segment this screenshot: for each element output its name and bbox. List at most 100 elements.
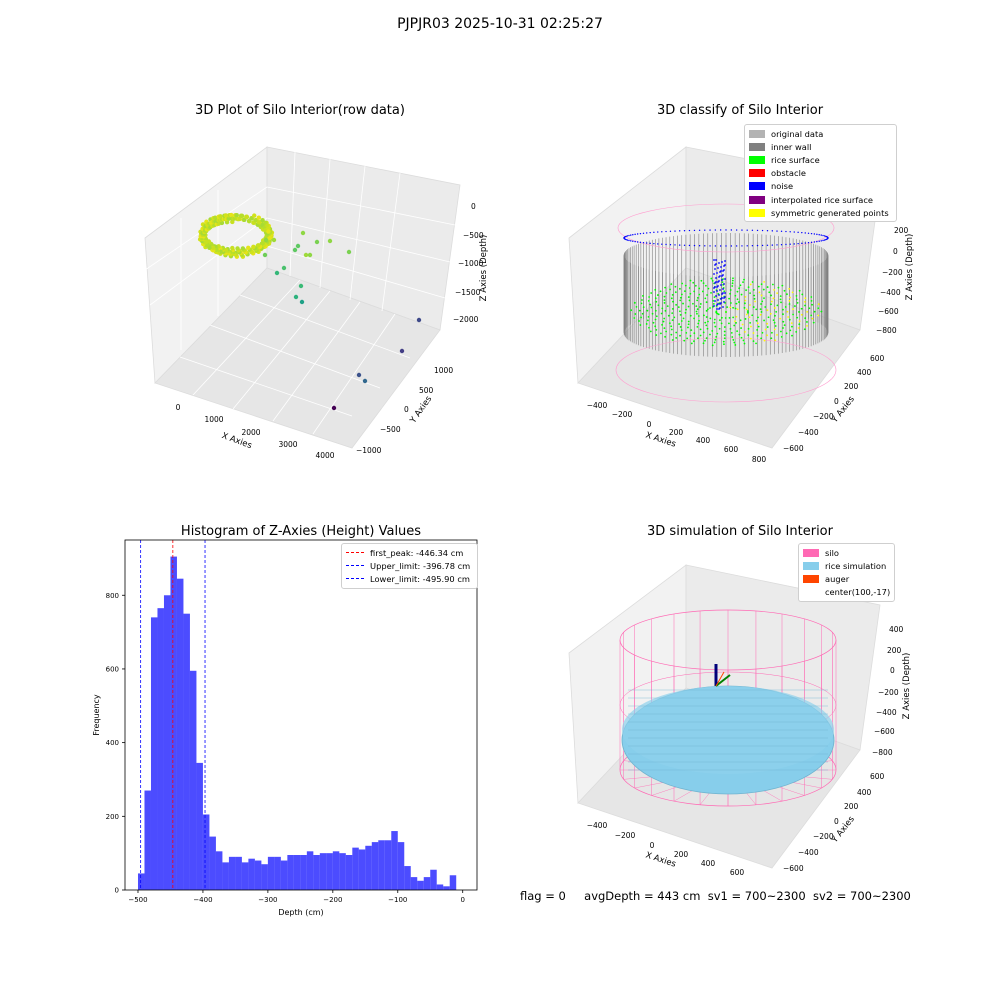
noise-point bbox=[626, 235, 629, 237]
rice-surface-point bbox=[812, 321, 815, 324]
rice-surface-point bbox=[774, 325, 777, 327]
noise-point bbox=[716, 272, 718, 274]
silo-ring bbox=[615, 337, 837, 403]
noise-point bbox=[804, 242, 806, 244]
rice-surface-point bbox=[679, 296, 682, 299]
noise-point bbox=[746, 245, 748, 247]
simulation-legend-swatch bbox=[803, 561, 819, 570]
classify-legend-item: symmetric generated points bbox=[749, 206, 891, 219]
classify-legend-item: interpolated rice surface bbox=[749, 193, 891, 206]
rice-surface-point bbox=[702, 282, 705, 285]
raw-point-cloud bbox=[197, 212, 422, 411]
raw-x-tick: 2000 bbox=[241, 428, 260, 437]
simulation-x-tick: 600 bbox=[730, 868, 745, 877]
rice-surface-point bbox=[740, 327, 742, 329]
noise-point bbox=[780, 230, 783, 232]
rice-surface-point bbox=[735, 321, 737, 324]
noise-point bbox=[822, 234, 824, 237]
rice-surface-point bbox=[756, 334, 759, 337]
rice-surface-point bbox=[732, 316, 735, 319]
raw-point bbox=[346, 249, 352, 255]
rice-surface-point bbox=[718, 327, 721, 330]
rice-surface-point bbox=[699, 303, 702, 305]
rice-surface-point bbox=[665, 330, 668, 333]
rice-surface-point bbox=[747, 286, 750, 289]
noise-point bbox=[771, 244, 774, 246]
rice-surface-point bbox=[684, 311, 687, 314]
rice-surface-point bbox=[654, 297, 657, 300]
noise-point bbox=[718, 308, 720, 310]
rice-surface-point bbox=[707, 320, 709, 323]
noise-point bbox=[718, 262, 720, 264]
classify-legend-swatch bbox=[749, 169, 765, 178]
rice-surface-point bbox=[763, 339, 766, 342]
histogram-bar bbox=[235, 856, 242, 890]
raw-point bbox=[256, 215, 262, 220]
rice-surface-point bbox=[758, 291, 761, 294]
simulation-rice-surface bbox=[621, 685, 835, 795]
classify-z-tick: −600 bbox=[878, 307, 899, 316]
classify-legend-swatch bbox=[749, 182, 765, 191]
noise-point bbox=[718, 294, 720, 296]
histogram-x-tick-label: 0 bbox=[460, 896, 464, 904]
rice-surface-point bbox=[738, 333, 741, 336]
rice-surface-point bbox=[732, 339, 735, 341]
noise-point bbox=[698, 245, 701, 247]
histogram-bar bbox=[163, 595, 171, 890]
rice-surface-point bbox=[786, 293, 788, 296]
rice-surface-point bbox=[666, 305, 669, 307]
noise-point bbox=[780, 244, 783, 246]
rice-surface-point bbox=[692, 302, 694, 305]
noise-point bbox=[751, 229, 754, 231]
rice-surface-point bbox=[795, 295, 798, 297]
histogram-bar bbox=[313, 855, 320, 890]
raw-point bbox=[223, 213, 229, 218]
histogram-bar bbox=[287, 855, 294, 890]
histogram-legend-line bbox=[346, 552, 364, 554]
classify-legend-item: original data bbox=[749, 127, 891, 140]
simulation-z-tick: −800 bbox=[872, 748, 893, 757]
noise-point bbox=[639, 232, 642, 235]
noise-point bbox=[709, 245, 711, 247]
noise-point bbox=[630, 234, 632, 236]
histogram-bar bbox=[170, 556, 177, 890]
rice-surface-point bbox=[661, 323, 663, 326]
rice-surface-point bbox=[689, 279, 692, 282]
classify-legend-item: obstacle bbox=[749, 167, 891, 180]
rice-surface-point bbox=[754, 300, 756, 303]
rice-surface-point bbox=[679, 310, 681, 313]
rice-surface-point bbox=[709, 317, 712, 320]
status-footer: flag = 0 avgDepth = 443 cm sv1 = 700~230… bbox=[520, 889, 911, 903]
rice-surface-point bbox=[776, 334, 778, 336]
rice-surface-point bbox=[780, 335, 783, 338]
rice-surface-point bbox=[661, 307, 664, 310]
histogram-bar bbox=[176, 578, 184, 890]
rice-surface-point bbox=[731, 285, 734, 287]
rice-surface-point bbox=[679, 287, 681, 290]
noise-point bbox=[735, 229, 738, 231]
rice-surface-point bbox=[680, 329, 683, 332]
rice-surface-point bbox=[723, 330, 726, 333]
noise-point bbox=[801, 242, 803, 245]
rice-surface-point bbox=[640, 316, 642, 319]
raw-z-tick: −500 bbox=[463, 231, 484, 240]
histogram-legend-line bbox=[346, 565, 364, 567]
rice-surface-point bbox=[655, 334, 658, 336]
rice-surface-point bbox=[752, 289, 755, 291]
rice-surface-point bbox=[776, 292, 779, 294]
noise-point bbox=[715, 295, 717, 297]
simulation-legend-label: rice simulation bbox=[825, 560, 887, 571]
rice-surface-point bbox=[752, 332, 755, 334]
simulation-x-tick: 0 bbox=[650, 841, 655, 850]
rice-surface-point bbox=[751, 281, 754, 283]
noise-point bbox=[665, 243, 667, 246]
raw-point bbox=[274, 270, 280, 276]
rice-surface-point bbox=[675, 337, 678, 339]
rice-surface-point bbox=[798, 323, 801, 326]
noise-point bbox=[741, 245, 743, 247]
rice-surface-point bbox=[664, 309, 667, 312]
rice-surface-point bbox=[785, 332, 788, 335]
histogram-bar bbox=[332, 851, 340, 890]
raw-point bbox=[260, 241, 265, 246]
